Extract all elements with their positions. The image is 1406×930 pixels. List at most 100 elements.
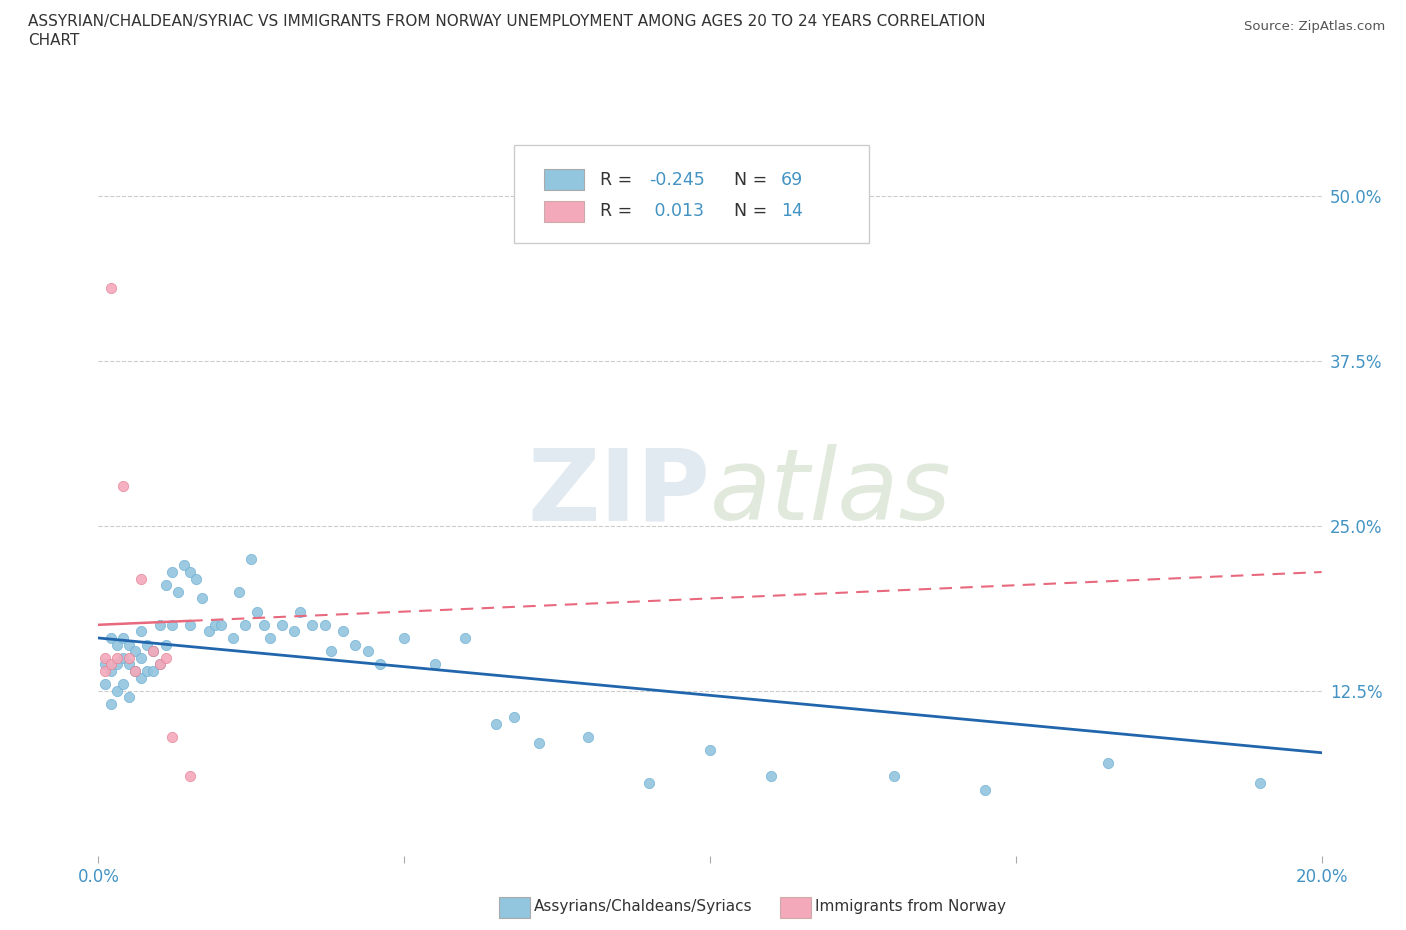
Point [252,618,274,632]
Point [149,657,172,671]
Point [160,729,183,744]
Point [344,637,367,652]
Point [111,650,134,665]
Point [423,657,446,671]
Point [209,618,232,632]
Text: 0.013: 0.013 [648,203,704,220]
Point [222,631,245,645]
Point [93,677,115,692]
Point [111,677,134,692]
Text: N =: N = [734,170,773,189]
Point [142,663,165,678]
Text: ZIP: ZIP [527,445,710,541]
Point [332,624,354,639]
Point [1097,756,1119,771]
Point [454,631,477,645]
Point [259,631,281,645]
Point [527,736,550,751]
Point [149,657,172,671]
Point [142,644,165,658]
Text: atlas: atlas [710,445,952,541]
Point [136,663,159,678]
Point [173,558,195,573]
Point [485,716,508,731]
Point [142,644,165,658]
Point [93,657,115,671]
Point [100,657,122,671]
Bar [544,168,583,191]
Point [93,650,115,665]
Point [160,618,183,632]
Point [124,644,146,658]
Text: N =: N = [734,203,773,220]
Point [105,657,128,671]
Point [974,782,997,797]
Text: R =: R = [600,170,638,189]
Point [197,624,219,639]
Point [149,618,172,632]
Point [118,650,141,665]
Point [155,637,177,652]
Point [118,690,141,705]
Text: Assyrians/Chaldeans/Syriacs: Assyrians/Chaldeans/Syriacs [534,899,752,914]
Point [368,657,391,671]
Text: ASSYRIAN/CHALDEAN/SYRIAC VS IMMIGRANTS FROM NORWAY UNEMPLOYMENT AMONG AGES 20 TO: ASSYRIAN/CHALDEAN/SYRIAC VS IMMIGRANTS F… [28,14,986,29]
Text: R =: R = [600,203,638,220]
Point [129,671,152,685]
Point [129,624,152,639]
Point [100,663,122,678]
Point [191,591,214,605]
Point [100,631,122,645]
Point [179,565,201,579]
Point [124,663,146,678]
Point [155,578,177,592]
Bar [544,201,583,222]
Point [155,650,177,665]
Text: CHART: CHART [28,33,80,47]
Point [186,571,208,586]
Point [129,650,152,665]
Point [240,551,263,566]
Point [105,684,128,698]
Point [129,571,152,586]
Point [283,624,305,639]
Point [118,657,141,671]
Point [637,776,661,790]
Point [314,618,336,632]
Point [270,618,292,632]
Point [93,663,115,678]
Point [179,618,201,632]
Point [204,618,226,632]
Point [290,604,312,619]
Point [105,650,128,665]
Point [503,710,526,724]
Text: Source: ZipAtlas.com: Source: ZipAtlas.com [1244,20,1385,33]
Point [118,637,141,652]
Point [136,637,159,652]
Point [111,631,134,645]
Point [301,618,323,632]
Text: -0.245: -0.245 [648,170,704,189]
Point [160,565,183,579]
Point [124,663,146,678]
Point [1249,776,1271,790]
Text: 69: 69 [780,170,803,189]
Point [576,729,599,744]
Point [356,644,378,658]
Point [392,631,416,645]
Point [883,769,905,784]
Point [179,769,201,784]
Point [699,743,721,758]
Point [100,281,122,296]
Point [233,618,256,632]
Point [167,584,190,599]
Point [319,644,342,658]
Point [759,769,782,784]
Point [105,637,128,652]
Point [100,697,122,711]
Point [228,584,250,599]
Text: Immigrants from Norway: Immigrants from Norway [815,899,1007,914]
Point [111,479,134,494]
Text: 14: 14 [780,203,803,220]
FancyBboxPatch shape [515,145,869,243]
